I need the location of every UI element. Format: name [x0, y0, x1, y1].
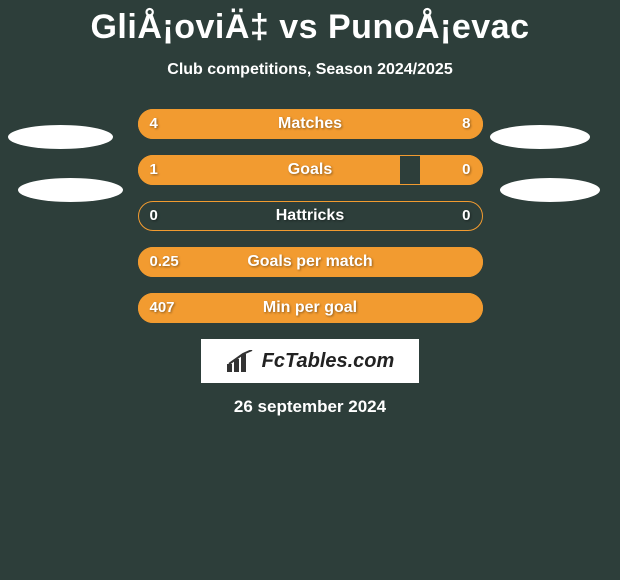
logo-text: FcTables.com — [262, 350, 395, 373]
page-title: GliÅ¡oviÄ‡ vs PunoÅ¡evac — [0, 8, 620, 47]
stat-value-right: 0 — [462, 201, 470, 231]
player-badge-ellipse — [490, 125, 590, 149]
page-subtitle: Club competitions, Season 2024/2025 — [0, 61, 620, 79]
stat-label: Min per goal — [138, 293, 483, 323]
logo-inner: FcTables.com — [226, 350, 395, 373]
stat-row: 1Goals0 — [138, 155, 483, 185]
stat-row: 407Min per goal — [138, 293, 483, 323]
stat-label: Goals — [138, 155, 483, 185]
stat-label: Matches — [138, 109, 483, 139]
player-badge-ellipse — [18, 178, 123, 202]
source-logo[interactable]: FcTables.com — [201, 339, 419, 383]
stat-label: Goals per match — [138, 247, 483, 277]
stat-row: 0.25Goals per match — [138, 247, 483, 277]
comparison-widget: GliÅ¡oviÄ‡ vs PunoÅ¡evac Club competitio… — [0, 0, 620, 417]
stat-value-right: 8 — [462, 109, 470, 139]
stat-label: Hattricks — [138, 201, 483, 231]
stat-row: 0Hattricks0 — [138, 201, 483, 231]
bars-icon — [226, 350, 256, 372]
player-badge-ellipse — [8, 125, 113, 149]
stat-value-right: 0 — [462, 155, 470, 185]
date-label: 26 september 2024 — [0, 397, 620, 417]
player-badge-ellipse — [500, 178, 600, 202]
stat-row: 4Matches8 — [138, 109, 483, 139]
